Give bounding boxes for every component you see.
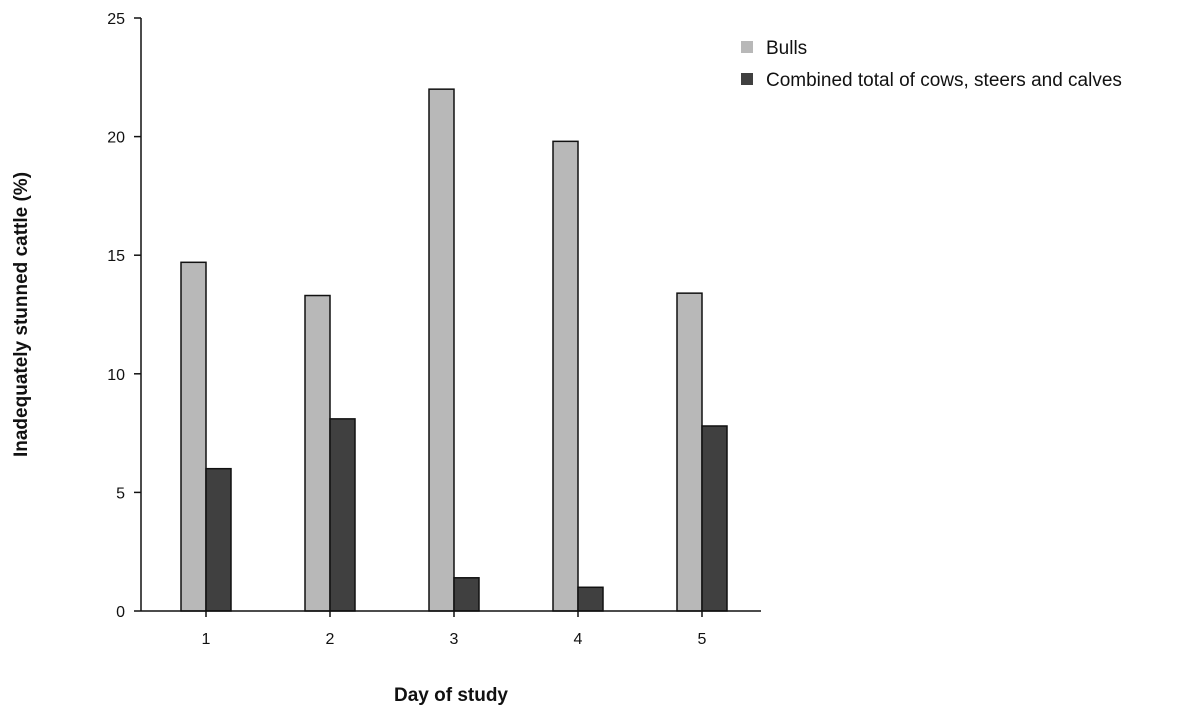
x-tick-label: 1 bbox=[202, 631, 211, 648]
bar-bulls-day-2 bbox=[304, 294, 331, 612]
y-tick-label: 5 bbox=[116, 485, 125, 502]
y-ticks-group: 0 5 10 15 20 25 bbox=[107, 11, 141, 621]
legend-swatch-bulls bbox=[741, 41, 753, 53]
bar-combined-day-3 bbox=[453, 577, 480, 612]
y-axis-title: Inadequately stunned cattle (%) bbox=[11, 172, 32, 457]
bar-bulls-day-1 bbox=[180, 261, 207, 612]
x-ticks-group: 1 2 3 4 5 bbox=[202, 611, 707, 648]
bar-bulls-day-4 bbox=[552, 140, 579, 612]
y-tick-label: 25 bbox=[107, 11, 125, 28]
x-tick-label: 5 bbox=[698, 631, 707, 648]
legend-label-combined: Combined total of cows, steers and calve… bbox=[766, 70, 1122, 91]
bar-bulls-day-5 bbox=[676, 292, 703, 612]
bar-combined-day-2 bbox=[329, 418, 356, 612]
bar-combined-day-1 bbox=[205, 467, 232, 612]
x-tick-label: 2 bbox=[326, 631, 335, 648]
bar-combined-day-4 bbox=[577, 586, 604, 612]
bar-bulls-day-3 bbox=[428, 88, 455, 612]
y-tick-label: 0 bbox=[116, 604, 125, 621]
y-tick-label: 15 bbox=[107, 248, 125, 265]
legend-label-bulls: Bulls bbox=[766, 38, 807, 59]
y-tick-label: 10 bbox=[107, 367, 125, 384]
bars-group bbox=[180, 88, 728, 612]
legend: Bulls Combined total of cows, steers and … bbox=[741, 38, 1122, 91]
x-tick-label: 3 bbox=[450, 631, 459, 648]
y-tick-label: 20 bbox=[107, 130, 125, 147]
legend-swatch-combined bbox=[741, 73, 753, 85]
x-axis-title: Day of study bbox=[394, 685, 508, 706]
x-tick-label: 4 bbox=[574, 631, 583, 648]
bar-combined-day-5 bbox=[701, 425, 728, 612]
